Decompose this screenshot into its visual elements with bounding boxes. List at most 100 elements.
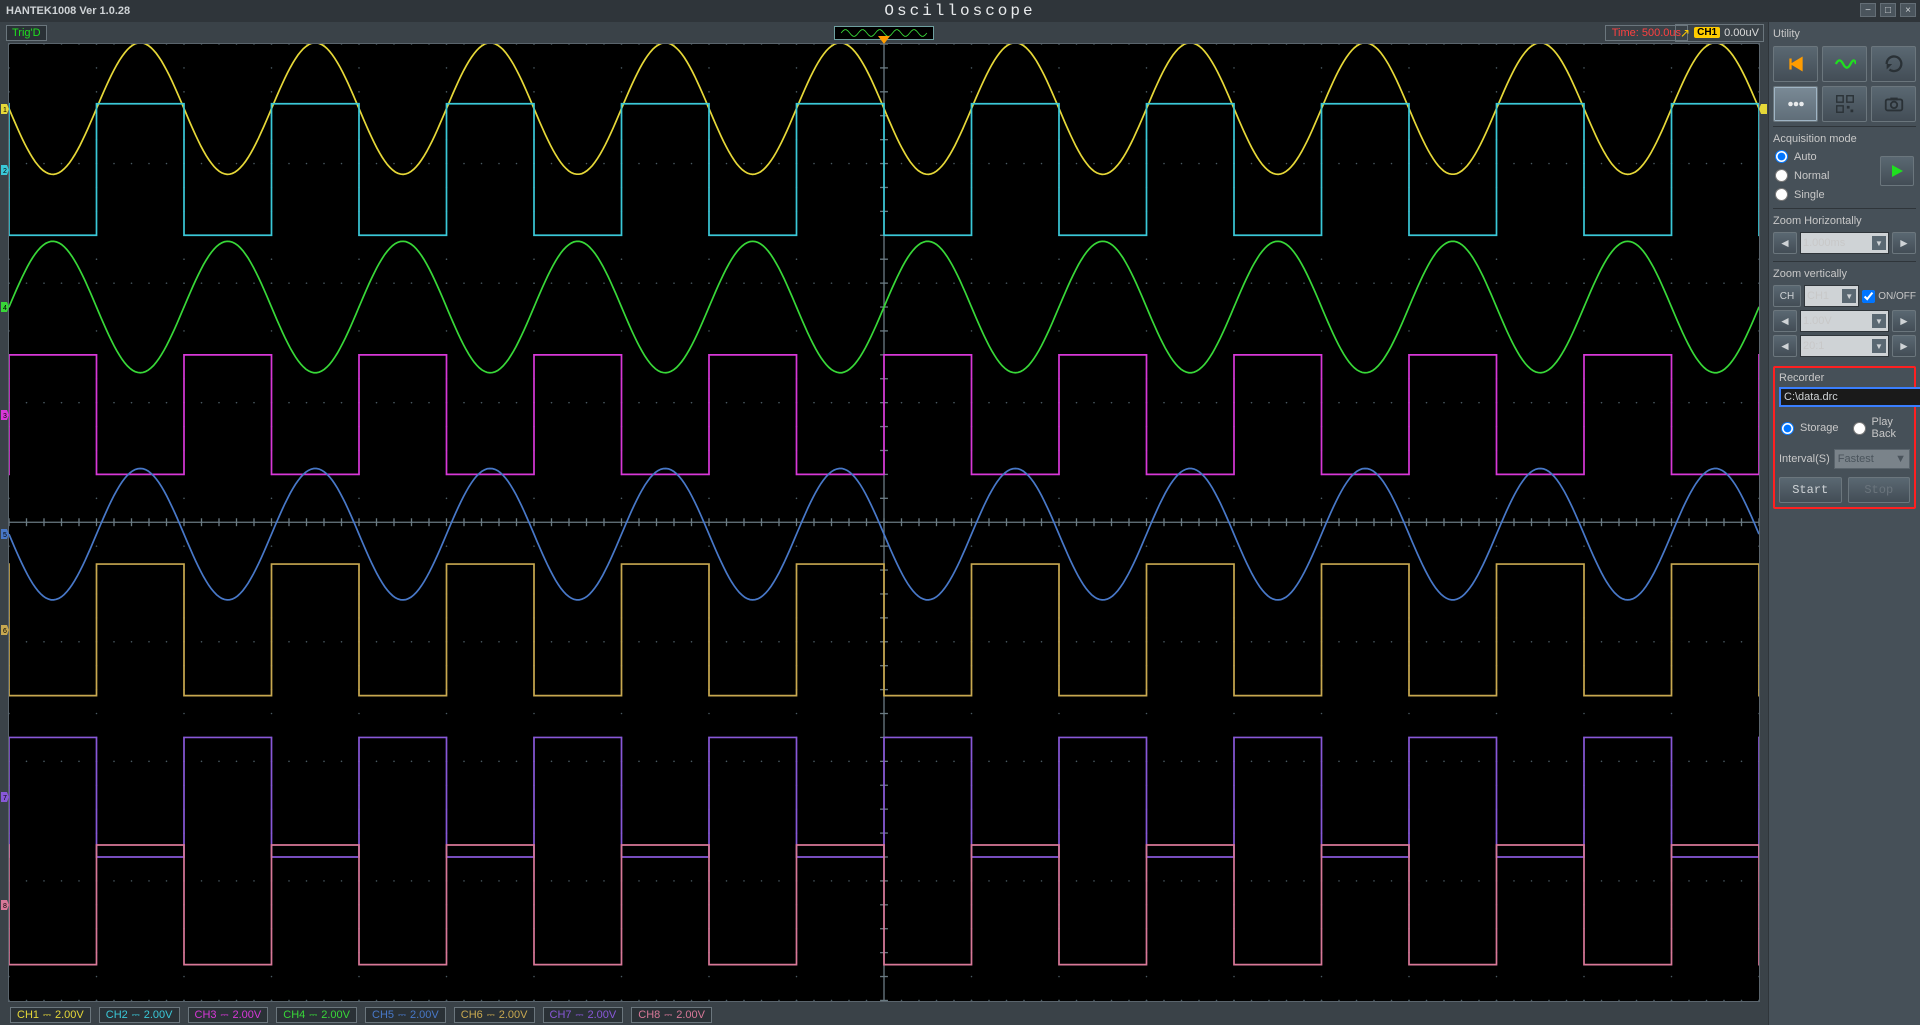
ch-volts: 2.00V xyxy=(499,1009,528,1021)
interval-select[interactable]: Fastest ▼ xyxy=(1834,449,1910,469)
app-name: HANTEK1008 Ver 1.0.28 xyxy=(0,5,130,17)
ch-select-button[interactable]: CH xyxy=(1773,285,1801,307)
svg-text:8: 8 xyxy=(3,903,7,910)
main: Trig'D Time: 500.0us ↗ CH1 0.00uV 123456… xyxy=(0,22,1920,1025)
channel-info-ch5[interactable]: CH5⎓2.00V xyxy=(365,1007,446,1023)
channel-marker-ch4[interactable]: 4 xyxy=(1,302,9,312)
channel-marker-ch3[interactable]: 3 xyxy=(1,410,9,420)
minimize-button[interactable]: − xyxy=(1860,3,1876,17)
zoom-v-probe-select[interactable]: 20:1 ▼ xyxy=(1800,335,1889,357)
ch-label: CH1 xyxy=(17,1009,39,1021)
recorder-path-input[interactable] xyxy=(1779,387,1920,407)
zoom-h-section: Zoom Horizontally ◄ 1.000ms▼ ► xyxy=(1773,208,1916,257)
acq-auto-radio[interactable] xyxy=(1775,150,1788,163)
timebase-label: Time: xyxy=(1612,27,1639,39)
ch-label: CH3 xyxy=(195,1009,217,1021)
channel-info-ch8[interactable]: CH8⎓2.00V xyxy=(631,1007,712,1023)
interval-value: Fastest xyxy=(1838,453,1874,465)
coupling-icon: ⎓ xyxy=(664,1010,672,1021)
maximize-button[interactable]: □ xyxy=(1880,3,1896,17)
recorder-label: Recorder xyxy=(1779,372,1910,384)
trigger-position-marker[interactable] xyxy=(878,36,890,44)
ch-volts: 2.00V xyxy=(588,1009,617,1021)
storage-radio[interactable] xyxy=(1781,422,1794,435)
trigger-edge-icon: ↗ xyxy=(1680,26,1690,40)
dropdown-icon: ▼ xyxy=(1872,236,1886,250)
rec-mode-storage[interactable]: Storage xyxy=(1779,413,1841,443)
recorder-stop-button[interactable]: Stop xyxy=(1848,477,1911,503)
channel-marker-ch7[interactable]: 7 xyxy=(1,792,9,802)
waveform-display[interactable]: 12345678 xyxy=(8,43,1760,1001)
trigger-level-marker[interactable] xyxy=(1759,104,1767,114)
channel-marker-ch2[interactable]: 2 xyxy=(1,165,9,175)
dropdown-icon: ▼ xyxy=(1872,314,1886,328)
close-button[interactable]: × xyxy=(1900,3,1916,17)
recorder-start-button[interactable]: Start xyxy=(1779,477,1842,503)
ch-volts: 2.00V xyxy=(676,1009,705,1021)
svg-text:6: 6 xyxy=(3,628,7,635)
autoset-button[interactable] xyxy=(1822,46,1867,82)
more-button[interactable] xyxy=(1773,86,1818,122)
coupling-icon: ⎓ xyxy=(487,1010,495,1021)
svg-text:4: 4 xyxy=(3,305,7,312)
scope-area: Trig'D Time: 500.0us ↗ CH1 0.00uV 123456… xyxy=(0,22,1768,1025)
zoom-h-dec[interactable]: ◄ xyxy=(1773,232,1797,254)
rec-mode-playback[interactable]: Play Back xyxy=(1851,413,1910,443)
qr-button[interactable] xyxy=(1822,86,1867,122)
ch-label: CH5 xyxy=(372,1009,394,1021)
zoom-v-ch-value: CH1 xyxy=(1807,290,1829,302)
coupling-icon: ⎓ xyxy=(309,1010,317,1021)
zoom-v-volt-value: 1.00V xyxy=(1803,315,1832,327)
zoom-v-onoff[interactable]: ON/OFF xyxy=(1862,290,1916,303)
coupling-icon: ⎓ xyxy=(576,1010,584,1021)
ch-volts: 2.00V xyxy=(144,1009,173,1021)
zoom-v-volt-inc[interactable]: ► xyxy=(1892,310,1916,332)
onoff-checkbox[interactable] xyxy=(1862,290,1875,303)
acq-mode-single[interactable]: Single xyxy=(1773,185,1916,204)
trigger-level: 0.00uV xyxy=(1724,27,1759,39)
dropdown-icon: ▼ xyxy=(1895,453,1906,465)
ch-volts: 2.00V xyxy=(321,1009,350,1021)
channel-marker-ch6[interactable]: 6 xyxy=(1,625,9,635)
zoom-v-volt-select[interactable]: 1.00V ▼ xyxy=(1800,310,1889,332)
screenshot-button[interactable] xyxy=(1871,86,1916,122)
ch-label: CH7 xyxy=(550,1009,572,1021)
zoom-v-volt-dec[interactable]: ◄ xyxy=(1773,310,1797,332)
zoom-v-ch-select[interactable]: CH1 ▼ xyxy=(1804,285,1859,307)
zoom-h-select[interactable]: 1.000ms▼ xyxy=(1800,232,1889,254)
zoom-v-probe-inc[interactable]: ► xyxy=(1892,335,1916,357)
channel-info-ch3[interactable]: CH3⎓2.00V xyxy=(188,1007,269,1023)
zoom-v-probe-dec[interactable]: ◄ xyxy=(1773,335,1797,357)
zoom-h-label: Zoom Horizontally xyxy=(1773,213,1916,229)
dropdown-icon: ▼ xyxy=(1872,339,1886,353)
channel-info-ch6[interactable]: CH6⎓2.00V xyxy=(454,1007,535,1023)
sidebar: Utility Acquisition mode Auto Normal Sin… xyxy=(1768,22,1920,1025)
coupling-icon: ⎓ xyxy=(132,1010,140,1021)
channel-info-ch4[interactable]: CH4 ⎓ 2.00V xyxy=(276,1007,357,1023)
ch-label: CH4 xyxy=(283,1009,305,1021)
channel-info-ch1[interactable]: CH1⎓2.00V xyxy=(10,1007,91,1023)
zoom-v-section: Zoom vertically CH CH1▼ ON/OFF ◄ 1.00V▼ … xyxy=(1773,261,1916,360)
playback-label: Play Back xyxy=(1872,416,1908,440)
channel-info-ch7[interactable]: CH7 ⎓ 2.00V xyxy=(543,1007,624,1023)
zoom-v-label: Zoom vertically xyxy=(1773,266,1916,282)
acq-single-label: Single xyxy=(1794,189,1825,201)
acq-normal-radio[interactable] xyxy=(1775,169,1788,182)
zoom-v-probe-value: 20:1 xyxy=(1803,340,1824,352)
channel-info-ch2[interactable]: CH2⎓2.00V xyxy=(99,1007,180,1023)
svg-text:1: 1 xyxy=(3,107,7,114)
trigger-channel-badge: CH1 xyxy=(1694,27,1720,38)
ch-volts: 2.00V xyxy=(233,1009,262,1021)
channel-info-bar: CH1⎓2.00VCH2⎓2.00VCH3⎓2.00VCH4⎓2.00VCH5⎓… xyxy=(0,1006,1768,1025)
dropdown-icon: ▼ xyxy=(1842,289,1856,303)
channel-marker-ch8[interactable]: 8 xyxy=(1,900,9,910)
channel-marker-ch5[interactable]: 5 xyxy=(1,529,9,539)
acq-single-radio[interactable] xyxy=(1775,188,1788,201)
back-button[interactable] xyxy=(1773,46,1818,82)
zoom-h-inc[interactable]: ► xyxy=(1892,232,1916,254)
window-controls: − □ × xyxy=(1860,3,1916,17)
channel-marker-ch1[interactable]: 1 xyxy=(1,104,9,114)
run-button[interactable] xyxy=(1880,156,1914,186)
reset-button[interactable] xyxy=(1871,46,1916,82)
playback-radio[interactable] xyxy=(1853,422,1866,435)
